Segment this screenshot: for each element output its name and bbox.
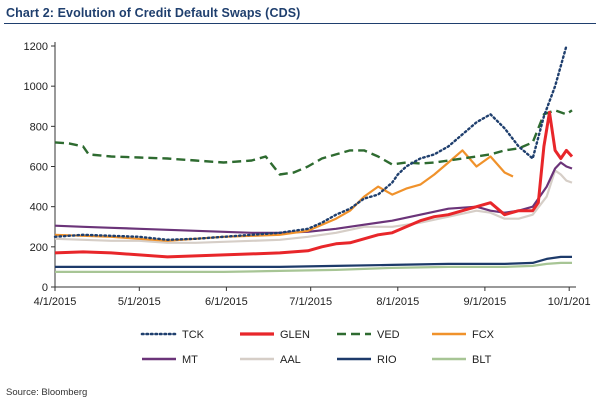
x-tick-label: 4/1/2015 [34,296,77,308]
x-tick-label: 6/1/2015 [205,296,248,308]
x-tick-label: 10/1/201 [548,296,591,308]
chart-title: Chart 2: Evolution of Credit Default Swa… [6,6,301,20]
x-tick-label: 5/1/2015 [118,296,161,308]
series-line-rio [55,255,572,268]
y-tick-label: 200 [30,242,48,254]
series-line-mt [54,161,573,234]
legend-label-ved: VED [377,329,400,341]
legend: TCK GLEN VED FCX MT AAL RIO BLT [140,329,495,366]
legend-label-tck: TCK [182,329,205,341]
y-tick-label: 800 [30,121,48,133]
y-tick-label: 1200 [24,41,48,53]
series-line-aal [54,169,573,244]
y-tick-label: 600 [30,162,48,174]
source-note: Source: Bloomberg [6,387,88,398]
title-divider [4,23,596,24]
y-tick-label: 400 [30,202,48,214]
series-line-tck [53,44,568,242]
legend-label-glen: GLEN [280,329,310,341]
legend-label-fcx: FCX [472,329,495,341]
y-tick-label: 0 [42,282,48,294]
legend-label-mt: MT [182,354,198,366]
series-line-glen [54,110,574,259]
x-tick-label: 8/1/2015 [376,296,419,308]
legend-label-rio: RIO [377,354,397,366]
y-tick-label: 1000 [24,81,48,93]
series-line-blt [55,261,572,273]
legend-label-aal: AAL [280,354,301,366]
series-line-ved [54,109,573,176]
legend-label-blt: BLT [472,354,492,366]
x-tick-label: 7/1/2015 [289,296,332,308]
series-lines [53,44,574,273]
x-tick-label: 9/1/2015 [463,296,506,308]
axes: 0 200 400 600 800 1000 1200 4/1/2015 5/1/2015 6/1… [24,41,591,308]
